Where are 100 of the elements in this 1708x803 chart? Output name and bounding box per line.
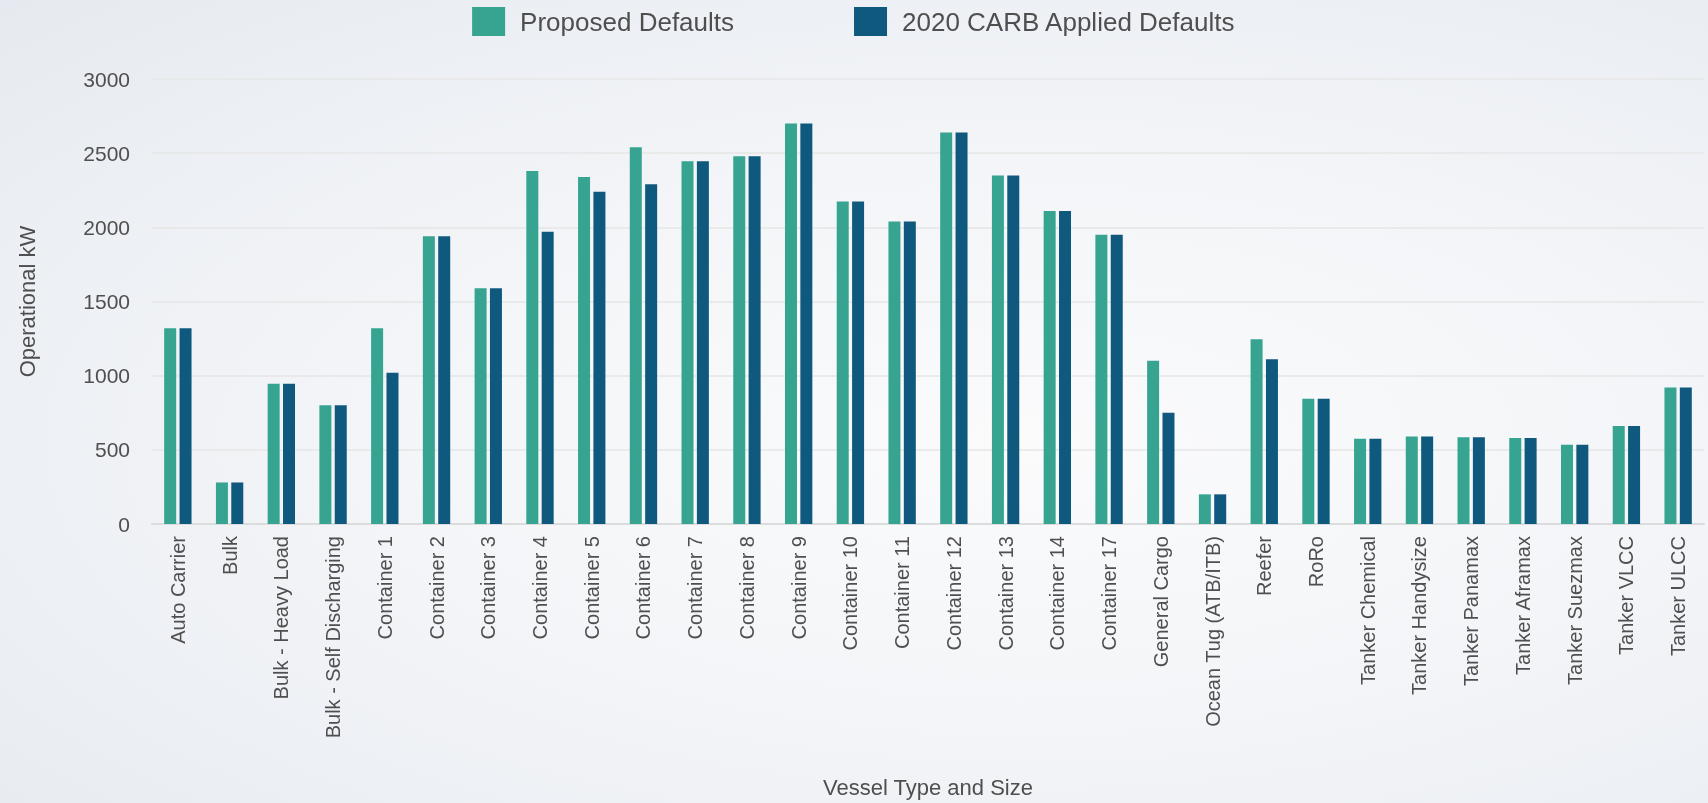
x-tick-label: Container 1 — [373, 536, 396, 640]
bar — [1162, 412, 1175, 524]
bar — [541, 231, 554, 524]
bar — [1612, 426, 1625, 524]
x-tick-label: Ocean Tug (ATB/ITB) — [1201, 536, 1224, 727]
bar — [1007, 175, 1020, 524]
bar — [645, 184, 658, 524]
x-tick-label: Container 6 — [632, 536, 655, 640]
bar — [422, 236, 435, 524]
bar — [386, 372, 399, 524]
bar — [748, 156, 761, 524]
bar — [1147, 360, 1160, 524]
bar — [940, 132, 953, 524]
y-tick-label: 1000 — [83, 364, 130, 388]
x-tick-label: Tanker VLCC — [1615, 536, 1638, 655]
bar — [696, 161, 709, 524]
bar — [438, 236, 451, 524]
bar — [1405, 436, 1418, 524]
x-tick-label: Container 8 — [735, 536, 758, 640]
bar — [1095, 234, 1108, 524]
y-tick-label: 500 — [94, 438, 130, 462]
x-tick-label: Bulk - Heavy Load — [270, 536, 293, 700]
x-tick-label: Auto Carrier — [166, 535, 189, 644]
bar — [179, 328, 192, 524]
bar — [474, 288, 487, 524]
y-axis-title: Operational kW — [14, 225, 40, 378]
bar — [888, 221, 901, 524]
x-tick-label: Tanker ULCC — [1667, 536, 1690, 657]
x-tick-label: Tanker Aframax — [1511, 536, 1534, 675]
x-tick-label: RoRo — [1305, 536, 1327, 588]
bar — [1421, 436, 1434, 524]
x-tick-label: Tanker Suezmax — [1563, 536, 1586, 685]
bar — [283, 383, 296, 524]
bar — [231, 482, 244, 524]
x-tick-label: Container 17 — [1098, 536, 1121, 651]
bar — [371, 328, 384, 524]
x-tick-label: Container 3 — [477, 536, 500, 640]
bar — [784, 123, 797, 524]
bar — [1369, 438, 1382, 524]
bar — [1628, 426, 1641, 524]
bar — [1524, 437, 1537, 524]
x-tick-label: Container 11 — [891, 536, 914, 650]
bar — [681, 161, 694, 524]
y-tick-label: 1500 — [83, 290, 130, 313]
bar — [1198, 494, 1211, 524]
x-tick-label: Tanker Handysize — [1408, 536, 1431, 695]
legend-label: Proposed Defaults — [520, 6, 735, 37]
bar — [1509, 437, 1522, 524]
bar — [955, 132, 968, 524]
bar — [800, 123, 813, 524]
y-tick-label: 0 — [118, 512, 130, 536]
y-tick-label: 2500 — [83, 141, 130, 165]
bar — [1560, 444, 1573, 524]
x-tick-label: Reefer — [1253, 535, 1276, 597]
x-tick-label: Container 7 — [684, 536, 707, 640]
bar — [1059, 211, 1072, 524]
bar — [852, 201, 865, 524]
bar — [629, 147, 642, 524]
bar — [1265, 359, 1278, 524]
bar — [1664, 387, 1677, 524]
x-tick-label: Container 12 — [942, 536, 965, 651]
x-tick-label: Tanker Chemical — [1356, 536, 1379, 685]
bar — [593, 191, 606, 524]
x-tick-label: Container 2 — [425, 536, 448, 640]
x-tick-label: Bulk — [218, 535, 241, 575]
x-tick-label: Container 4 — [529, 536, 551, 640]
bar — [334, 405, 347, 524]
x-tick-label: Container 9 — [787, 536, 810, 640]
bar — [1457, 437, 1470, 524]
bar — [578, 176, 591, 524]
x-tick-label: General Cargo — [1149, 536, 1172, 668]
x-axis-title: Vessel Type and Size — [823, 774, 1033, 800]
bar — [1354, 438, 1367, 524]
bar — [991, 175, 1004, 524]
bar — [319, 405, 332, 524]
bar — [267, 383, 280, 524]
bar — [526, 170, 539, 524]
x-tick-label: Container 10 — [839, 536, 862, 651]
bar — [836, 201, 849, 524]
x-tick-label: Container 14 — [1046, 536, 1069, 651]
bar — [164, 328, 177, 524]
bar — [1214, 494, 1227, 524]
bar — [1576, 444, 1589, 524]
bar — [1317, 398, 1330, 524]
y-tick-label: 3000 — [83, 67, 130, 91]
x-tick-label: Container 13 — [994, 536, 1017, 651]
bar — [1250, 339, 1263, 524]
x-tick-label: Bulk - Self Discharging — [322, 536, 345, 739]
bar — [733, 156, 746, 524]
bar — [1679, 387, 1692, 524]
bar — [903, 221, 916, 524]
bar — [215, 482, 228, 524]
bar — [1110, 234, 1123, 524]
bar — [1472, 437, 1485, 524]
legend-label: 2020 CARB Applied Defaults — [902, 6, 1235, 37]
bar — [489, 288, 502, 524]
x-tick-label: Container 5 — [580, 536, 603, 640]
bar — [1302, 398, 1315, 524]
bar — [1043, 211, 1056, 524]
x-tick-label: Tanker Panamax — [1460, 536, 1483, 687]
